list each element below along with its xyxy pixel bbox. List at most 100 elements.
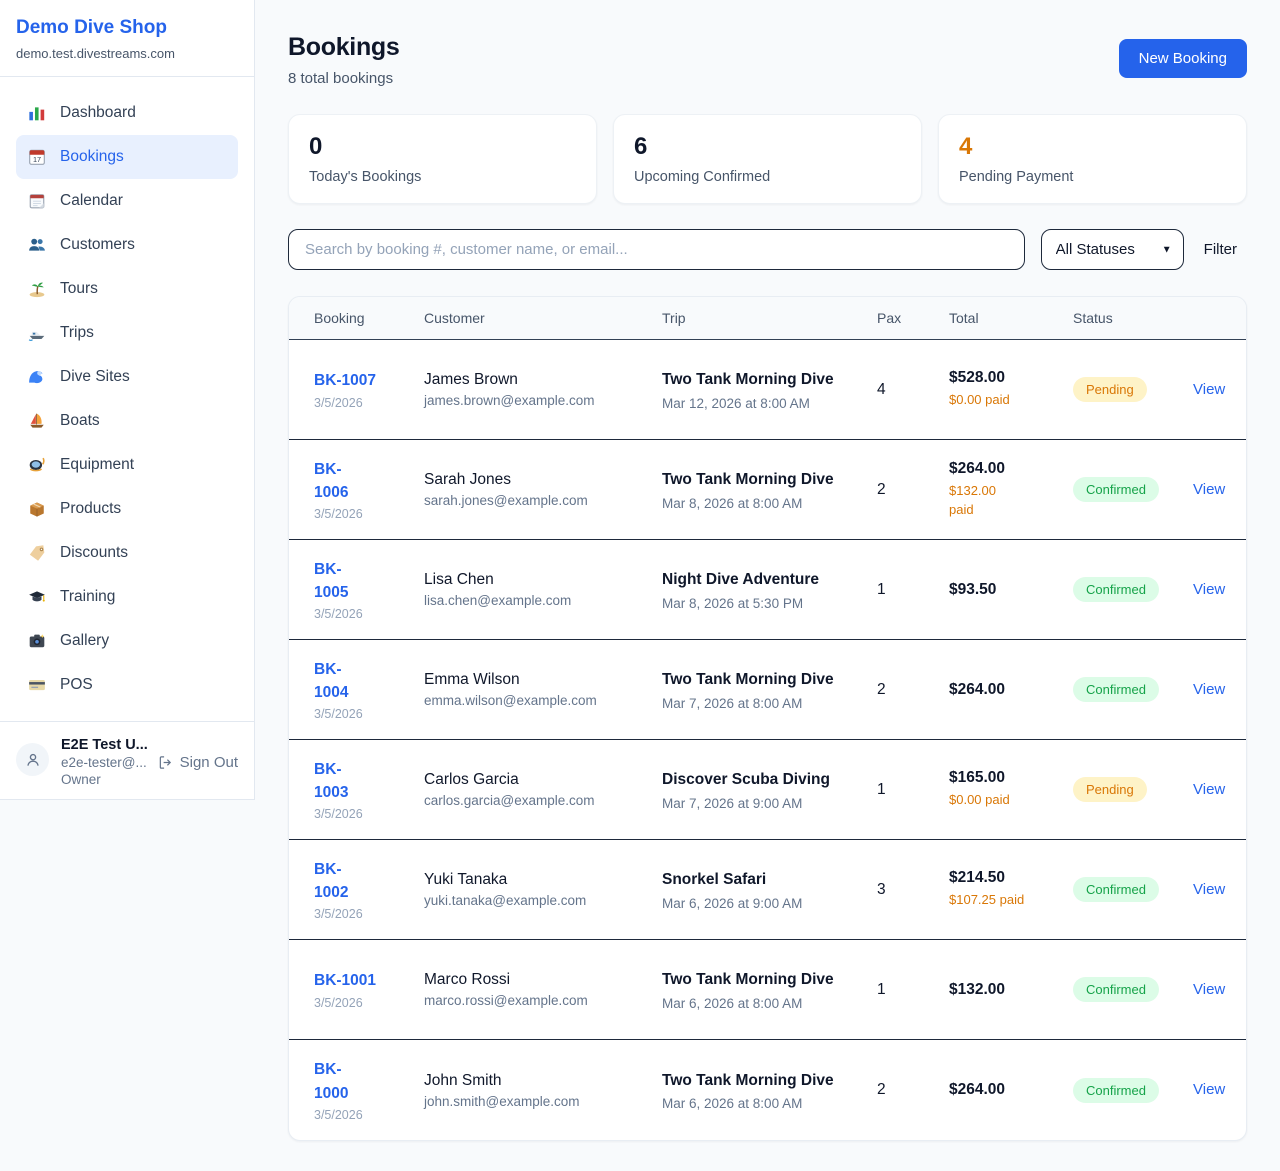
view-link[interactable]: View — [1193, 1081, 1226, 1098]
customer-name: Emma Wilson — [424, 671, 520, 688]
customer-cell: Sarah Jones sarah.jones@example.com — [424, 471, 662, 508]
view-link[interactable]: View — [1193, 580, 1226, 598]
sidebar-item-trips[interactable]: Trips — [16, 311, 238, 355]
total-cell: $264.00 — [949, 681, 1073, 699]
pax-cell: 1 — [877, 780, 886, 798]
table-row: BK-1001 3/5/2026 Marco Rossi marco.rossi… — [289, 940, 1246, 1040]
stat-label: Upcoming Confirmed — [634, 169, 771, 185]
stat-label: Pending Payment — [959, 169, 1074, 185]
view-link[interactable]: View — [1193, 680, 1226, 698]
trip-name: Discover Scuba Diving — [662, 771, 830, 789]
sidebar-item-bookings[interactable]: 17 Bookings — [16, 135, 238, 179]
paid-amount: $0.00 paid — [949, 392, 1010, 408]
paid-amount: $107.25 paid — [949, 892, 1025, 908]
sidebar-item-equipment[interactable]: Equipment — [16, 443, 238, 487]
table-row: BK- 1000 3/5/2026 John Smith john.smith@… — [289, 1040, 1246, 1140]
status-filter-select[interactable]: All Statuses — [1040, 229, 1184, 270]
sidebar-item-tours[interactable]: Tours — [16, 267, 238, 311]
booking-cell: BK- 1000 3/5/2026 — [314, 1058, 424, 1122]
booking-id-link[interactable]: BK- 1005 — [314, 560, 349, 601]
view-link[interactable]: View — [1193, 480, 1226, 498]
booking-cell: BK- 1005 3/5/2026 — [314, 558, 424, 622]
table-row: BK-1007 3/5/2026 James Brown james.brown… — [289, 340, 1246, 440]
sidebar-item-dashboard[interactable]: Dashboard — [16, 91, 238, 135]
status-badge: Confirmed — [1073, 977, 1159, 1002]
brand-name[interactable]: Demo Dive Shop — [16, 17, 167, 38]
trip-cell: Two Tank Morning Dive Mar 6, 2026 at 8:0… — [662, 968, 877, 1010]
sign-out-icon — [159, 756, 171, 769]
pax-cell: 4 — [877, 380, 886, 398]
status-cell: Confirmed — [1073, 877, 1193, 902]
customer-name: John Smith — [424, 1071, 502, 1089]
status-badge: Confirmed — [1073, 877, 1159, 902]
sidebar-item-training[interactable]: Training — [16, 575, 238, 619]
status-badge: Confirmed — [1073, 677, 1159, 702]
booking-id-link[interactable]: BK- 1006 — [314, 460, 349, 501]
sign-out-button[interactable]: Sign Out — [158, 754, 238, 771]
booking-id-link[interactable]: BK-1007 — [314, 372, 377, 390]
customers-icon — [28, 236, 46, 254]
sidebar-item-pos[interactable]: POS — [16, 663, 238, 707]
customer-cell: Emma Wilson emma.wilson@example.com — [424, 671, 662, 708]
sidebar-item-dive-sites[interactable]: Dive Sites — [16, 355, 238, 399]
customer-email: lisa.chen@example.com — [424, 593, 572, 608]
view-link[interactable]: View — [1193, 780, 1226, 798]
customer-name: Yuki Tanaka — [424, 871, 508, 888]
booking-date: 3/5/2026 — [314, 707, 363, 722]
booking-id-link[interactable]: BK- 1000 — [314, 1061, 349, 1102]
booking-id-link[interactable]: BK- 1004 — [314, 660, 349, 701]
table-row: BK- 1004 3/5/2026 Emma Wilson emma.wilso… — [289, 640, 1246, 740]
booking-id-link[interactable]: BK-1001 — [314, 972, 377, 990]
customer-cell: John Smith john.smith@example.com — [424, 1072, 662, 1109]
status-badge: Pending — [1073, 777, 1147, 802]
stat-card: 4 Pending Payment — [938, 114, 1247, 204]
stat-value: 4 — [959, 133, 973, 160]
booking-cell: BK- 1004 3/5/2026 — [314, 658, 424, 722]
view-link[interactable]: View — [1193, 380, 1226, 398]
booking-id-link[interactable]: BK- 1003 — [314, 760, 349, 801]
page-header: Bookings 8 total bookings New Booking — [288, 33, 1247, 87]
sidebar-item-gallery[interactable]: Gallery — [16, 619, 238, 663]
trip-cell: Two Tank Morning Dive Mar 12, 2026 at 8:… — [662, 368, 877, 410]
trip-cell: Two Tank Morning Dive Mar 8, 2026 at 8:0… — [662, 468, 877, 510]
booking-cell: BK- 1006 3/5/2026 — [314, 458, 424, 522]
sidebar-item-calendar[interactable]: Calendar — [16, 179, 238, 223]
pax-cell: 2 — [877, 1081, 886, 1098]
avatar — [16, 743, 49, 776]
customer-cell: Marco Rossi marco.rossi@example.com — [424, 971, 662, 1008]
view-link[interactable]: View — [1193, 880, 1226, 898]
booking-id-link[interactable]: BK- 1002 — [314, 860, 349, 901]
actions-cell: View — [1193, 1081, 1225, 1099]
booking-date: 3/5/2026 — [314, 995, 363, 1010]
paid-amount: $0.00 paid — [949, 792, 1010, 808]
customer-name: Carlos Garcia — [424, 771, 519, 788]
search-input[interactable] — [288, 229, 1025, 270]
stat-value: 0 — [309, 133, 323, 160]
pax-cell: 2 — [877, 680, 886, 698]
total-amount: $214.50 — [949, 869, 1006, 887]
status-badge: Confirmed — [1073, 477, 1159, 502]
user-section: E2E Test U... e2e-tester@... Owner Sign … — [0, 721, 254, 799]
customer-email: yuki.tanaka@example.com — [424, 893, 587, 908]
new-booking-button[interactable]: New Booking — [1118, 39, 1247, 78]
brand-block: Demo Dive Shop demo.test.divestreams.com — [0, 0, 254, 77]
sidebar-item-customers[interactable]: Customers — [16, 223, 238, 267]
trip-name: Two Tank Morning Dive — [662, 971, 834, 989]
total-cell: $264.00 $132.00 paid — [949, 460, 1073, 520]
actions-cell: View — [1193, 381, 1225, 399]
sidebar-item-boats[interactable]: Boats — [16, 399, 238, 443]
actions-cell: View — [1193, 681, 1225, 699]
total-amount: $132.00 — [949, 980, 1006, 998]
filter-button[interactable]: Filter — [1194, 241, 1247, 258]
customer-name: Marco Rossi — [424, 971, 511, 988]
actions-cell: View — [1193, 881, 1225, 899]
view-link[interactable]: View — [1193, 980, 1226, 998]
sidebar-item-discounts[interactable]: Discounts — [16, 531, 238, 575]
customer-email: sarah.jones@example.com — [424, 493, 588, 508]
booking-date: 3/5/2026 — [314, 507, 363, 522]
column-header-trip: Trip — [662, 310, 686, 326]
total-cell: $132.00 — [949, 981, 1073, 999]
trip-cell: Two Tank Morning Dive Mar 6, 2026 at 8:0… — [662, 1069, 877, 1111]
column-header-pax: Pax — [877, 310, 902, 326]
sidebar-item-products[interactable]: Products — [16, 487, 238, 531]
